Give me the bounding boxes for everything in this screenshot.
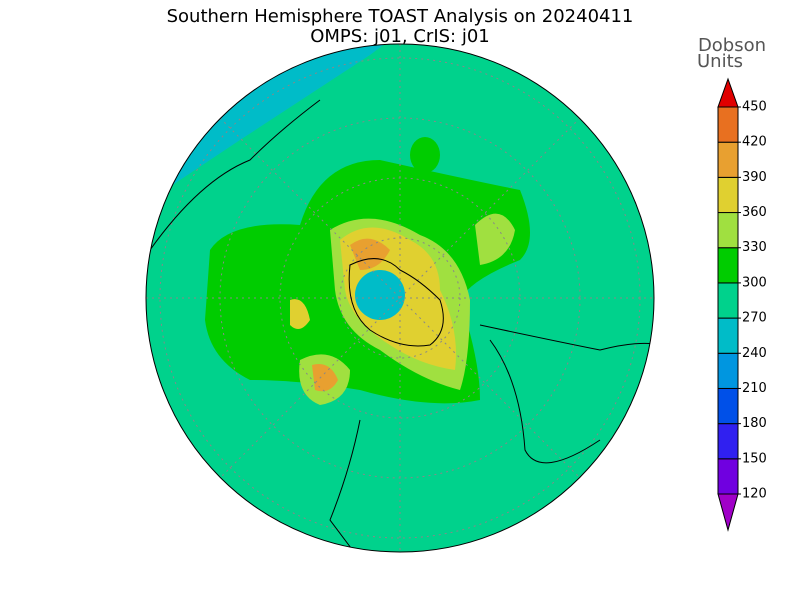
colorbar-label: Units bbox=[697, 51, 743, 72]
colorbar-segment bbox=[717, 176, 739, 214]
colorbar-tick-label: 240 bbox=[742, 346, 767, 361]
colorbar-arrow bbox=[717, 493, 739, 532]
subtitle: OMPS: j01, CrIS: j01 bbox=[310, 26, 490, 47]
colorbar-tick-label: 360 bbox=[742, 205, 767, 220]
colorbar-tick-label: 300 bbox=[742, 275, 767, 290]
colorbar-segment bbox=[717, 387, 739, 425]
colorbar-segment bbox=[717, 317, 739, 354]
title: Southern Hemisphere TOAST Analysis on 20… bbox=[167, 6, 634, 27]
colorbar-segment bbox=[717, 458, 739, 495]
colorbar-tick-label: 270 bbox=[742, 311, 767, 326]
colorbar-tick-label: 120 bbox=[742, 487, 767, 502]
colorbar-tick-label: 390 bbox=[742, 170, 767, 185]
map-border bbox=[145, 43, 655, 553]
colorbar-label: Dobson bbox=[698, 35, 766, 56]
colorbar-tick-label: 450 bbox=[742, 100, 767, 115]
colorbar-tick-label: 420 bbox=[742, 135, 767, 150]
colorbar-segment bbox=[717, 352, 739, 389]
colorbar-segment bbox=[717, 106, 739, 143]
colorbar-tick-label: 150 bbox=[742, 451, 767, 466]
colorbar-arrow bbox=[717, 77, 739, 108]
colorbar-tick-label: 330 bbox=[742, 240, 767, 255]
colorbar-tick-label: 210 bbox=[742, 381, 767, 396]
colorbar-segment bbox=[717, 141, 739, 178]
colorbar-segment bbox=[717, 247, 739, 284]
colorbar-segment bbox=[717, 282, 739, 319]
colorbar-tick-label: 180 bbox=[742, 416, 767, 431]
map bbox=[146, 44, 654, 552]
colorbar-segment bbox=[717, 423, 739, 460]
colorbar-segment bbox=[717, 212, 739, 249]
